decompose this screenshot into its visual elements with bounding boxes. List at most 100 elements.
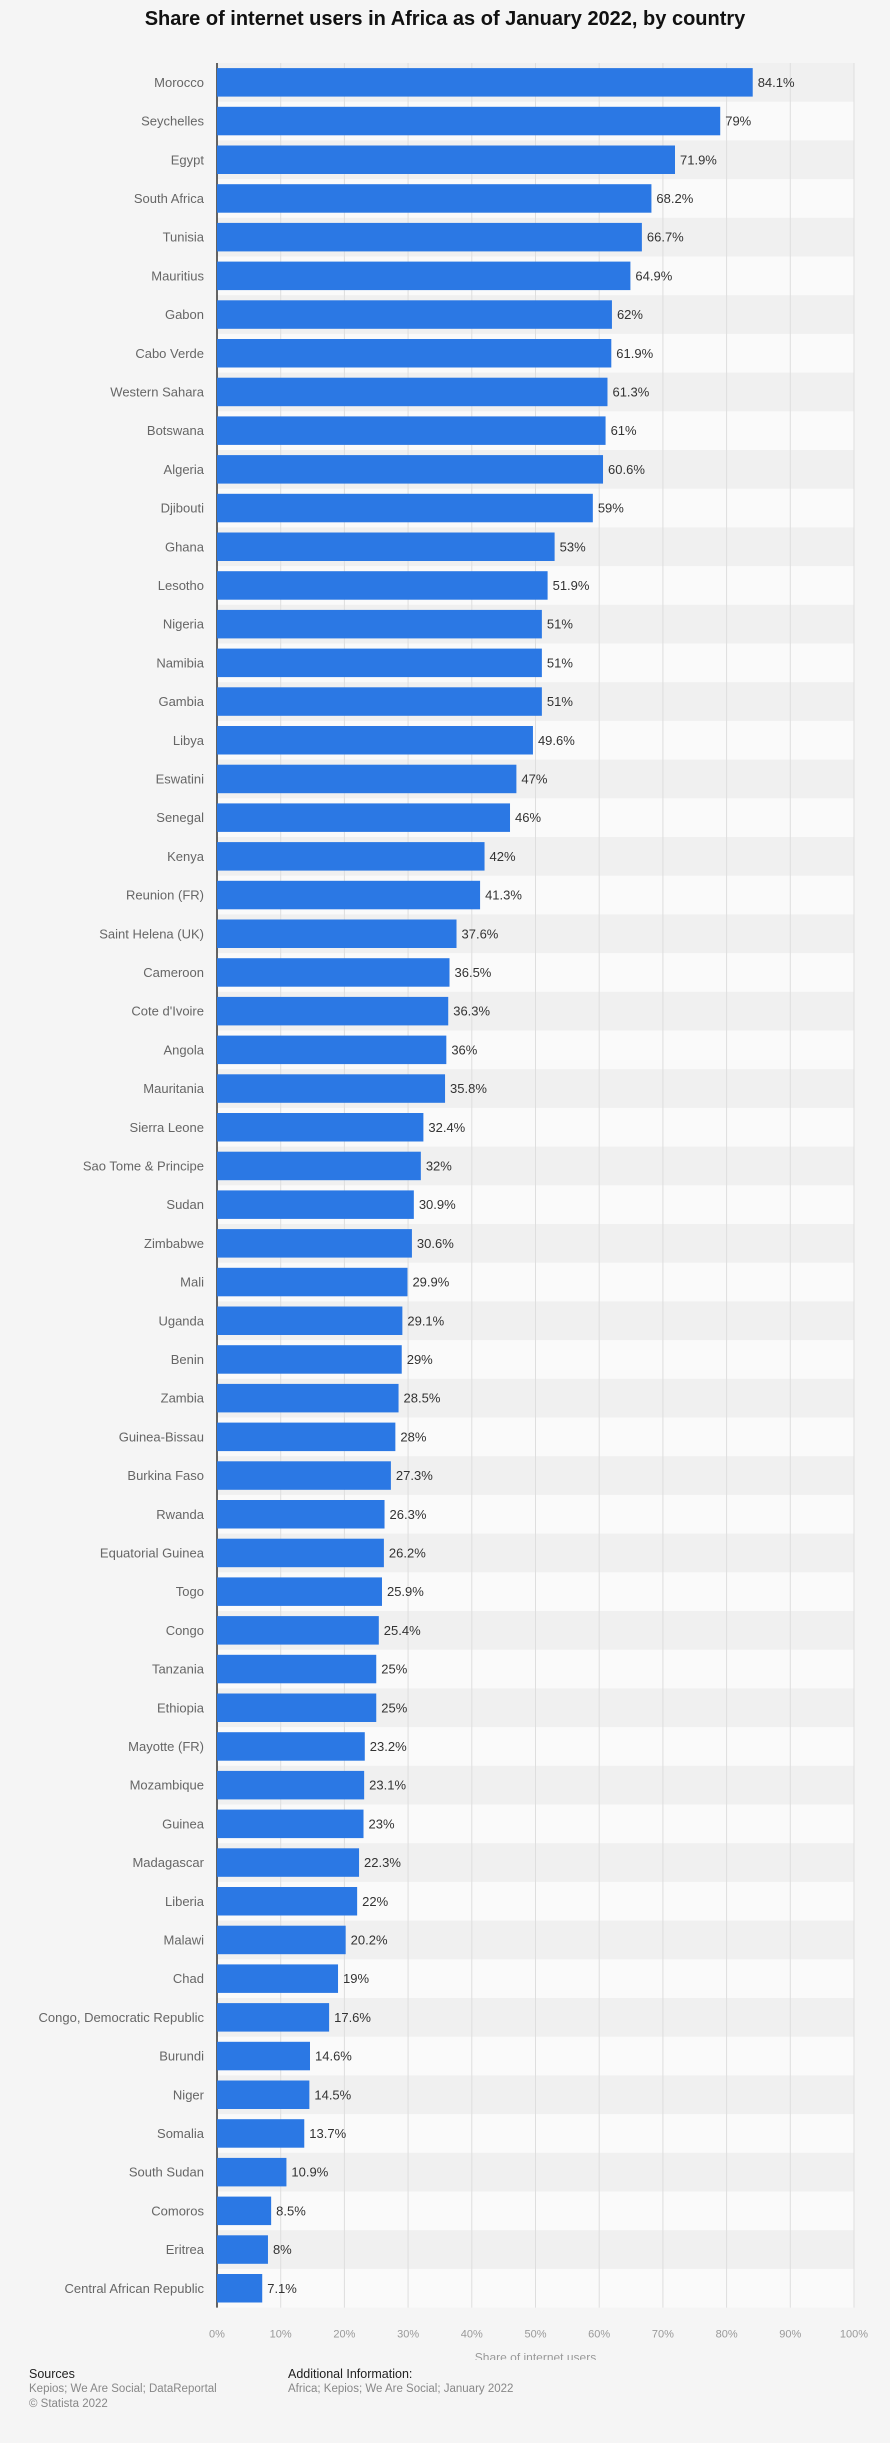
chart-title: Share of internet users in Africa as of … [144, 8, 746, 30]
category-label: Burundi [159, 2049, 204, 2064]
value-label: 49.6% [538, 733, 575, 748]
bar [217, 455, 604, 484]
bar [217, 1964, 339, 1993]
value-label: 17.6% [334, 2010, 371, 2025]
category-label: Sao Tome & Principe [83, 1158, 204, 1173]
copyright-text: © Statista 2022 [29, 2398, 108, 2410]
category-label: Madagascar [132, 1855, 204, 1870]
bar [217, 2196, 272, 2226]
category-label: Saint Helena (UK) [99, 926, 204, 941]
bar [217, 648, 542, 678]
category-label: Egypt [171, 152, 205, 167]
category-label: Algeria [164, 462, 205, 477]
category-label: Gabon [165, 307, 204, 322]
x-tick-label: 20% [333, 2329, 355, 2341]
category-label: Cote d'Ivoire [131, 1004, 204, 1019]
category-label: Tunisia [163, 230, 205, 245]
bar [217, 687, 542, 716]
bar [217, 958, 450, 987]
value-label: 60.6% [608, 462, 645, 477]
x-tick-label: 50% [524, 2329, 546, 2341]
category-label: Congo, Democratic Republic [39, 2010, 205, 2025]
category-label: Burkina Faso [127, 1468, 204, 1483]
value-label: 10.9% [291, 2165, 328, 2180]
value-label: 71.9% [680, 152, 717, 167]
value-label: 14.5% [314, 2087, 351, 2102]
x-axis-title: Share of internet users [475, 2351, 596, 2360]
value-label: 28.5% [404, 1391, 441, 1406]
category-label: Western Sahara [110, 384, 204, 399]
category-label: Rwanda [156, 1507, 204, 1522]
bar [217, 339, 612, 368]
bar [217, 1151, 421, 1181]
bar [217, 1190, 414, 1219]
category-label: Sierra Leone [130, 1120, 204, 1135]
value-label: 13.7% [309, 2126, 346, 2141]
bar [217, 1074, 446, 1103]
category-label: Ethiopia [157, 1700, 205, 1715]
x-tick-label: 10% [270, 2329, 292, 2341]
value-label: 84.1% [758, 75, 795, 90]
bar [217, 68, 753, 97]
x-tick-label: 80% [716, 2329, 738, 2341]
value-label: 66.7% [647, 230, 684, 245]
x-tick-label: 60% [588, 2329, 610, 2341]
bar [217, 1538, 384, 1568]
category-label: Somalia [157, 2126, 205, 2141]
category-label: Niger [173, 2087, 205, 2102]
bar [217, 919, 457, 948]
bar [217, 1654, 377, 1684]
category-label: Senegal [156, 810, 204, 825]
bar [217, 1577, 382, 1606]
bar [217, 1848, 360, 1877]
category-label: Libya [173, 733, 205, 748]
value-label: 27.3% [396, 1468, 433, 1483]
value-label: 51.9% [553, 578, 590, 593]
additional-info-heading: Additional Information: [288, 2367, 413, 2381]
bar [217, 1035, 447, 1065]
category-label: Zambia [161, 1391, 205, 1406]
category-label: Equatorial Guinea [100, 1545, 205, 1560]
bar [217, 2274, 263, 2303]
bar [217, 1770, 365, 1800]
value-label: 61.3% [612, 384, 649, 399]
bar [217, 2003, 330, 2032]
bar-chart: Morocco 84.1% Seychelles 79% Egypt 71.9% South… [39, 63, 868, 2360]
category-label: Reunion (FR) [126, 888, 204, 903]
category-label: Guinea [162, 1816, 205, 1831]
x-tick-label: 70% [652, 2329, 674, 2341]
category-label: Malawi [164, 1932, 205, 1947]
bar [217, 222, 642, 252]
bar [217, 1616, 379, 1645]
category-label: Congo [166, 1623, 204, 1638]
value-label: 7.1% [267, 2281, 297, 2296]
bar [217, 1461, 391, 1490]
x-tick-label: 90% [779, 2329, 801, 2341]
value-label: 23.2% [370, 1739, 407, 1754]
value-label: 79% [725, 114, 751, 129]
value-label: 29% [407, 1352, 433, 1367]
category-label: Angola [164, 1042, 205, 1057]
value-label: 46% [515, 810, 541, 825]
category-label: Eswatini [156, 771, 205, 786]
value-label: 25.4% [384, 1623, 421, 1638]
value-label: 37.6% [462, 926, 499, 941]
value-label: 68.2% [656, 191, 693, 206]
bar [217, 842, 485, 871]
value-label: 35.8% [450, 1081, 487, 1096]
bar [217, 1229, 412, 1258]
category-label: Benin [171, 1352, 204, 1367]
x-tick-label: 0% [209, 2329, 225, 2341]
category-label: Togo [176, 1584, 204, 1599]
category-label: Morocco [154, 75, 204, 90]
bar [217, 493, 593, 523]
category-label: Mauritius [151, 268, 204, 283]
bar [217, 300, 612, 329]
value-label: 36% [451, 1042, 477, 1057]
bar [217, 609, 542, 639]
category-label: Mauritania [143, 1081, 204, 1096]
value-label: 51% [547, 694, 573, 709]
category-label: Cabo Verde [135, 346, 204, 361]
value-label: 36.3% [453, 1004, 490, 1019]
bar [217, 2119, 305, 2148]
